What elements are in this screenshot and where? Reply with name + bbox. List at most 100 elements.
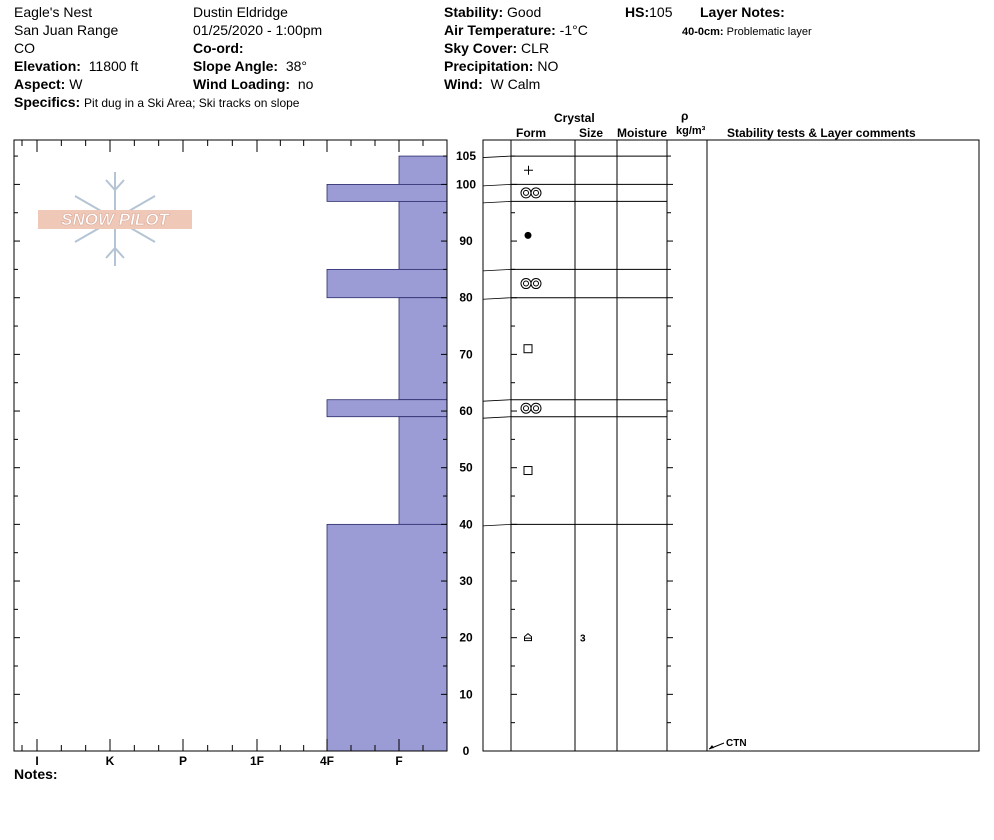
surface-hoar-icon <box>523 405 529 412</box>
wind-loading-value: no <box>297 76 314 92</box>
hardness-bar <box>326 523 448 752</box>
height-axis-label: 20 <box>459 631 473 645</box>
crystal-header: Crystal <box>554 111 595 125</box>
crystal-forms: 3 <box>520 165 586 645</box>
hardness-axis-label: P <box>179 754 187 768</box>
specifics-label: Specifics: <box>14 94 81 110</box>
hardness-axis-label: F <box>395 754 402 768</box>
elevation: Elevation: 11800 ft <box>14 58 138 74</box>
density-symbol: ρ <box>681 109 689 123</box>
layer-note-depth: 40-0cm: <box>682 26 724 38</box>
precip-label: Precipitation: <box>444 58 534 74</box>
stability: Stability: Good <box>444 4 541 20</box>
height-axis-label: 30 <box>459 574 473 588</box>
height-axis-label: 50 <box>459 461 473 475</box>
density-unit: kg/m³ <box>676 125 706 137</box>
surface-hoar-icon <box>520 278 532 290</box>
aspect-value: W <box>69 76 83 92</box>
surface-hoar-icon <box>530 278 542 290</box>
height-axis-label: 80 <box>459 291 473 305</box>
hardness-bar <box>398 200 448 270</box>
snowflake-branch <box>105 246 125 259</box>
layer-note: 40-0cm: Problematic layer <box>682 24 812 40</box>
height-axis-label: 70 <box>459 347 473 361</box>
layer-boundary-connector <box>482 399 512 402</box>
aspect-label: Aspect: <box>14 76 66 92</box>
layer-boundaries <box>482 155 667 527</box>
surface-hoar-icon <box>530 402 542 414</box>
mountain-range: San Juan Range <box>14 22 119 38</box>
layer-note-text: Problematic layer <box>726 26 812 38</box>
graupel-icon <box>524 231 532 239</box>
layer-boundary-connector <box>482 268 512 272</box>
faceted-crystal-icon <box>523 466 533 476</box>
height-axis-label: 10 <box>459 687 473 701</box>
surface-hoar-icon <box>530 187 542 199</box>
hardness-bar <box>326 183 448 202</box>
hardness-bar <box>326 268 448 299</box>
elevation-label: Elevation: <box>14 58 81 74</box>
notes-label: Notes: <box>14 766 58 782</box>
hardness-axis-label: K <box>106 754 115 768</box>
surface-hoar-icon <box>520 402 532 414</box>
stability-test-arrow-icon <box>709 745 714 749</box>
depth-hoar-icon <box>524 633 532 642</box>
hardness-bar <box>398 297 448 401</box>
sky-value: CLR <box>521 40 550 56</box>
stability-label: Stability: <box>444 4 504 20</box>
hardness-bar <box>398 416 448 525</box>
wind-label: Wind: <box>444 76 483 92</box>
height-axis-label: 105 <box>456 149 476 163</box>
layer-boundary-connector <box>482 297 512 300</box>
slope-value: 38° <box>285 58 307 74</box>
watermark-text: SNOW PILOT <box>61 210 170 229</box>
state: CO <box>14 40 35 56</box>
elevation-value: 11800 ft <box>88 58 139 74</box>
stability-comments-header: Stability tests & Layer comments <box>727 126 916 140</box>
hs-value: 105 <box>649 4 673 20</box>
height-axis: 0 10 20 30 40 50 60 70 80 90 100 105 <box>456 149 476 758</box>
layer-boundary-connector <box>482 200 512 204</box>
snowflake-branch <box>105 179 125 192</box>
sky-cover: Sky Cover: CLR <box>444 40 549 56</box>
hardness-bars <box>326 155 448 752</box>
observer-name: Dustin Eldridge <box>193 4 288 20</box>
faceted-crystal-icon <box>523 344 533 354</box>
hardness-plot-frame <box>13 139 448 752</box>
air-temperature: Air Temperature: -1°C <box>444 22 588 38</box>
wind-loading: Wind Loading: no <box>193 76 313 92</box>
size-header: Size <box>579 126 604 140</box>
surface-hoar-icon <box>523 189 529 196</box>
height-axis-label: 40 <box>459 517 473 531</box>
location-name: Eagle's Nest <box>14 4 93 20</box>
moisture-header: Moisture <box>617 126 668 140</box>
table-ticks <box>511 155 673 752</box>
hardness-bar <box>326 399 448 418</box>
hardness-axis-label: I <box>35 754 38 768</box>
layer-boundary-connector <box>482 416 512 419</box>
hardness-axis-label: 4F <box>320 754 334 768</box>
air-temp-label: Air Temperature: <box>444 22 556 38</box>
stability-value: Good <box>507 4 542 20</box>
observation-datetime: 01/25/2020 - 1:00pm <box>193 22 323 38</box>
coord-label: Co-ord: <box>193 40 244 56</box>
precip-value: NO <box>537 58 559 74</box>
height-axis-label: 60 <box>459 404 473 418</box>
wind-loading-label: Wind Loading: <box>193 76 291 92</box>
specifics: Specifics: Pit dug in a Ski Area; Ski tr… <box>14 94 299 111</box>
height-axis-label: 100 <box>456 177 476 191</box>
surface-hoar-icon <box>520 187 532 199</box>
watermark-banner <box>38 210 192 229</box>
wind: Wind: W Calm <box>444 76 540 92</box>
hs: HS:105 <box>625 4 672 20</box>
form-header: Form <box>516 126 546 140</box>
height-axis-label: 0 <box>463 744 470 758</box>
slope-label: Slope Angle: <box>193 58 279 74</box>
air-temp-value: -1°C <box>559 22 588 38</box>
layer-boundary-connector <box>482 184 512 187</box>
specifics-value: Pit dug in a Ski Area; Ski tracks on slo… <box>84 96 300 110</box>
surface-hoar-icon <box>533 405 539 412</box>
layer-table-frame <box>482 139 980 752</box>
layer-boundary-connector <box>482 523 512 527</box>
